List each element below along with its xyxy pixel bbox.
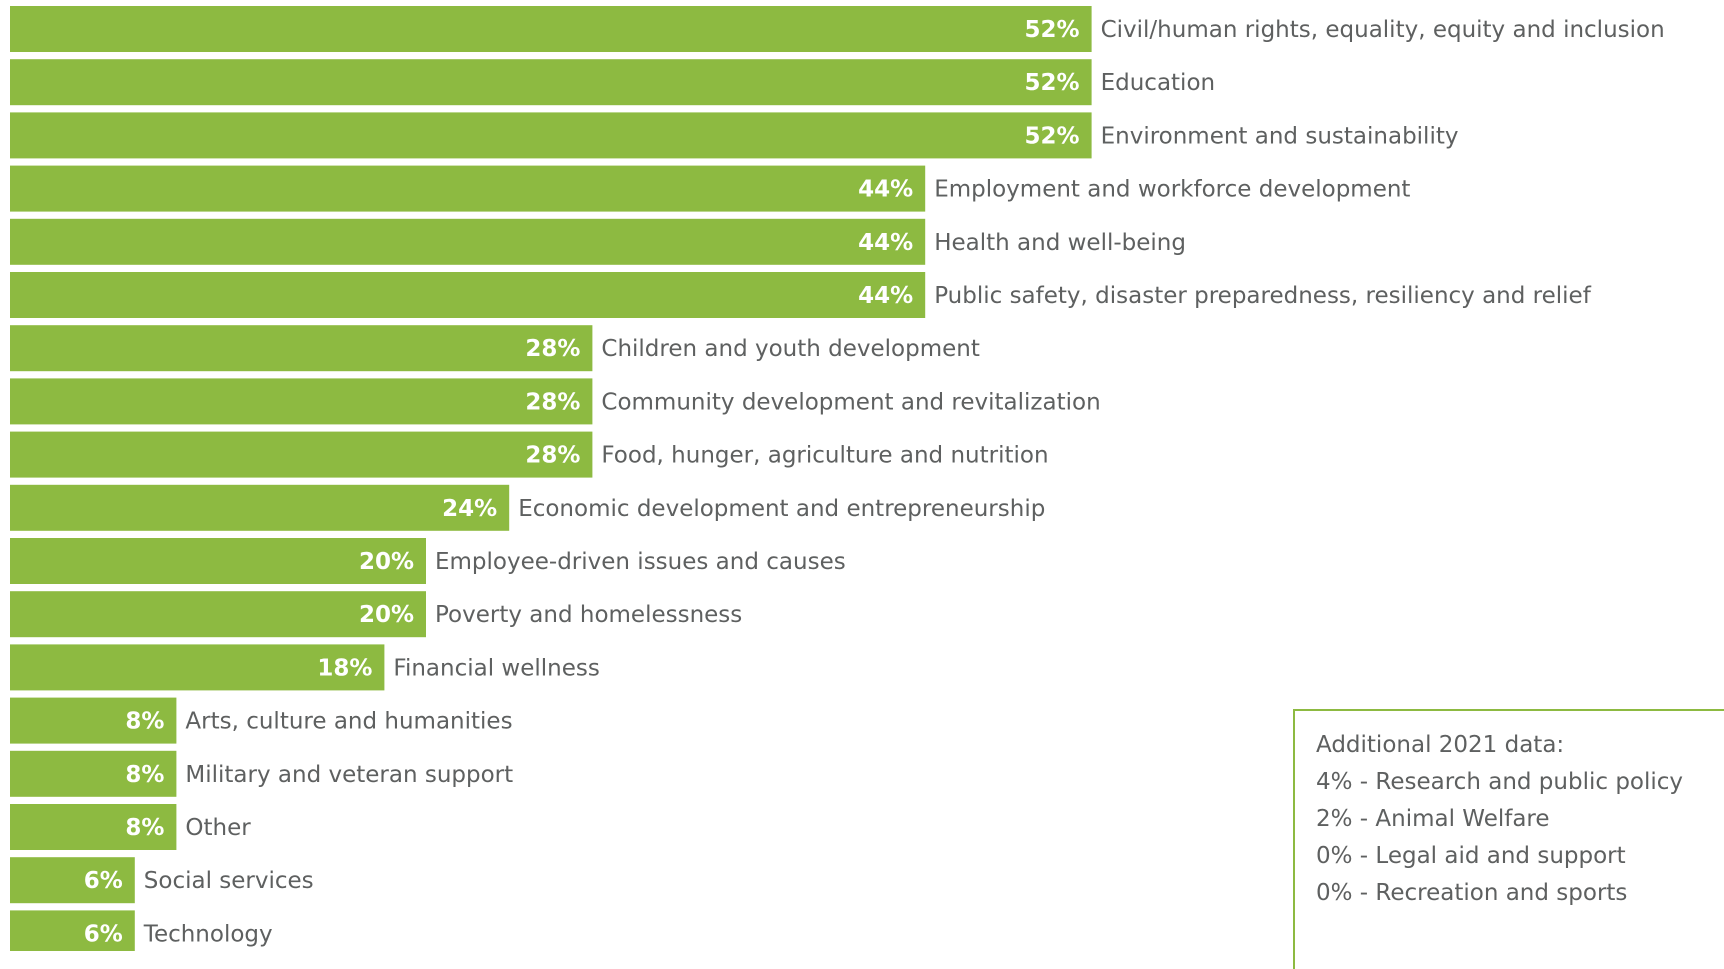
bar-row: 24% Economic development and entrepreneur… [10, 484, 1045, 531]
bar [10, 804, 177, 850]
bar-row: 8% Arts, culture and humanities [10, 697, 513, 744]
bar-row: 8% Other [10, 804, 251, 850]
bar-row: 52% Environment and sustainability [10, 112, 1459, 159]
bar-value-label: 28% [525, 443, 580, 469]
bar-row: 6% Technology [10, 910, 273, 951]
category-label: Arts, culture and humanities [185, 709, 512, 735]
bar-value-label: 8% [125, 815, 164, 841]
bar-row: 6% Social services [10, 857, 314, 904]
bar [10, 591, 426, 638]
bar-row: 28% Food, hunger, agriculture and nutriti… [10, 431, 1049, 478]
bar [10, 6, 1092, 52]
bar-value-label: 44% [858, 283, 913, 309]
bar-row: 44% Public safety, disaster preparedness,… [10, 272, 1592, 318]
bar-value-label: 28% [525, 336, 580, 362]
bar-value-label: 44% [858, 230, 913, 256]
bar-row: 8% Military and veteran support [10, 750, 513, 797]
category-label: Community development and revitalization [601, 389, 1100, 415]
bar-value-label: 24% [442, 496, 497, 522]
additional-data-box: Additional 2021 data: 4% - Research and … [1293, 709, 1724, 969]
bar [10, 59, 1092, 106]
additional-data-item: 4% - Research and public policy [1316, 769, 1684, 795]
category-label: Social services [144, 868, 314, 894]
bar-value-label: 52% [1025, 123, 1080, 149]
bar [10, 538, 426, 584]
bar-value-label: 6% [84, 921, 123, 947]
category-label: Food, hunger, agriculture and nutrition [601, 443, 1048, 469]
category-label: Civil/human rights, equality, equity and… [1101, 17, 1665, 43]
bar [10, 697, 177, 744]
category-label: Employment and workforce development [934, 177, 1410, 203]
bar [10, 910, 135, 951]
bar [10, 857, 135, 904]
category-label: Other [185, 815, 251, 841]
bar [10, 378, 593, 425]
bar-value-label: 6% [84, 868, 123, 894]
bar-row: 52% Education [10, 59, 1216, 106]
additional-data-item: 0% - Legal aid and support [1316, 843, 1626, 869]
bar-value-label: 8% [125, 762, 164, 788]
bar [10, 431, 593, 478]
additional-data-title: Additional 2021 data: [1316, 732, 1565, 758]
bar [10, 750, 177, 797]
bar-value-label: 52% [1025, 17, 1080, 43]
additional-data-item: 2% - Animal Welfare [1316, 806, 1550, 832]
bar-row: 18% Financial wellness [10, 644, 600, 691]
bar-value-label: 8% [125, 709, 164, 735]
bar-value-label: 28% [525, 389, 580, 415]
bar [10, 325, 593, 372]
bar [10, 218, 926, 265]
category-label: Health and well-being [934, 230, 1186, 256]
bar-value-label: 18% [317, 655, 372, 681]
bar-row: 28% Children and youth development [10, 325, 980, 372]
bar [10, 484, 510, 531]
bar-row: 28% Community development and revitalizat… [10, 378, 1101, 425]
category-label: Poverty and homelessness [435, 602, 742, 628]
category-label: Employee-driven issues and causes [435, 549, 846, 575]
category-label: Environment and sustainability [1101, 123, 1459, 149]
category-label: Public safety, disaster preparedness, re… [934, 283, 1592, 309]
bar-value-label: 20% [359, 602, 414, 628]
bar [10, 644, 385, 691]
additional-data-item: 0% - Recreation and sports [1316, 880, 1628, 906]
bar [10, 272, 926, 318]
category-label: Children and youth development [601, 336, 979, 362]
category-label: Economic development and entrepreneurshi… [518, 496, 1045, 522]
bar [10, 112, 1092, 159]
bar-row: 44% Health and well-being [10, 218, 1186, 265]
bar-row: 44% Employment and workforce development [10, 165, 1410, 212]
bar-value-label: 44% [858, 177, 913, 203]
bar-row: 52% Civil/human rights, equality, equity … [10, 6, 1665, 52]
category-label: Technology [143, 921, 273, 947]
bar-value-label: 20% [359, 549, 414, 575]
category-label: Financial wellness [393, 655, 599, 681]
category-label: Military and veteran support [185, 762, 513, 788]
bar-value-label: 52% [1025, 70, 1080, 96]
bar-row: 20% Employee-driven issues and causes [10, 538, 846, 584]
bar [10, 165, 926, 212]
category-label: Education [1101, 70, 1216, 96]
bar-row: 20% Poverty and homelessness [10, 591, 742, 638]
